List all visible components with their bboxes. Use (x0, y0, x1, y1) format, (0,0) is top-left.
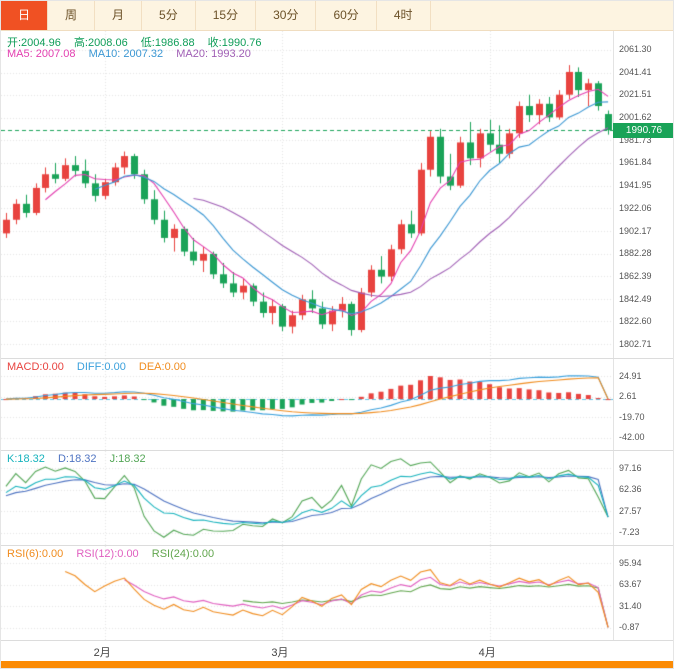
rsi-readout: RSI(6):0.00 RSI(12):0.00 RSI(24):0.00 (7, 548, 224, 560)
ma5-value: MA5: 2007.08 (7, 48, 76, 60)
kdj-axis-label: 27.57 (619, 505, 642, 516)
time-axis-label: 3月 (271, 647, 289, 659)
rsi-axis: 95.94 63.67 31.40 -0.87 (613, 546, 673, 640)
price-axis-label: 1961.84 (619, 157, 652, 168)
tab-15min[interactable]: 15分 (196, 1, 257, 30)
macd-axis: 24.91 2.61 -19.70 -42.00 (613, 359, 673, 450)
tab-month[interactable]: 月 (95, 1, 143, 30)
price-axis-label: 1882.28 (619, 248, 652, 259)
rsi-panel: RSI(6):0.00 RSI(12):0.00 RSI(24):0.00 95… (1, 546, 673, 641)
price-axis-label: 1862.39 (619, 270, 652, 281)
j-value: J:18.32 (109, 453, 146, 465)
rsi-axis-label: -0.87 (619, 621, 640, 632)
timeframe-tabbar: 日 周 月 5分 15分 30分 60分 4时 (1, 1, 674, 31)
open-value: 开:2004.96 (7, 37, 61, 49)
macd-axis-label: -19.70 (619, 411, 645, 422)
kdj-axis: 97.16 62.36 27.57 -7.23 (613, 451, 673, 545)
ma10-value: MA10: 2007.32 (88, 48, 164, 60)
macd-readout: MACD:0.00 DIFF:0.00 DEA:0.00 (7, 361, 196, 373)
price-axis-label: 2061.30 (619, 44, 652, 54)
dea-value: DEA:0.00 (138, 361, 186, 373)
time-axis-label: 2月 (93, 647, 111, 659)
price-axis-label: 2021.51 (619, 89, 652, 100)
candlestick-chart[interactable] (1, 31, 613, 358)
ma-readout: MA5: 2007.08 MA10: 2007.32 MA20: 1993.20 (7, 48, 261, 60)
bottom-scrollbar[interactable] (1, 661, 673, 668)
price-axis-label: 1922.06 (619, 202, 652, 213)
k-value: K:18.32 (7, 453, 45, 465)
macd-panel: MACD:0.00 DIFF:0.00 DEA:0.00 24.91 2.61 … (1, 359, 673, 451)
macd-axis-label: -42.00 (619, 431, 645, 442)
rsi12-value: RSI(12):0.00 (76, 548, 139, 560)
tabbar-filler (431, 1, 674, 30)
macd-chart[interactable] (1, 359, 613, 450)
price-axis-label: 1802.71 (619, 338, 652, 349)
price-axis: 2061.30 2041.41 2021.51 2001.62 1981.73 … (613, 31, 673, 358)
price-axis-label: 1842.49 (619, 293, 652, 304)
close-value: 收:1990.76 (207, 37, 262, 49)
price-axis-label: 1822.60 (619, 316, 652, 327)
kdj-readout: K:18.32 D:18.32 J:18.32 (7, 453, 156, 465)
tab-60min[interactable]: 60分 (316, 1, 377, 30)
kdj-axis-label: 97.16 (619, 463, 642, 473)
kdj-chart[interactable] (1, 451, 613, 545)
tab-5min[interactable]: 5分 (142, 1, 196, 30)
diff-value: DIFF:0.00 (76, 361, 126, 373)
price-axis-label: 2041.41 (619, 66, 652, 77)
time-axis: 2月 3月 4月 (1, 641, 673, 661)
tab-week[interactable]: 周 (48, 1, 96, 30)
main-chart-panel: 开:2004.96 高:2008.06 低:1986.88 收:1990.76 … (1, 31, 673, 359)
rsi-axis-label: 63.67 (619, 579, 642, 590)
d-value: D:18.32 (57, 453, 97, 465)
tab-day[interactable]: 日 (1, 1, 49, 30)
macd-axis-label: 2.61 (619, 391, 637, 402)
high-value: 高:2008.06 (73, 37, 128, 49)
tab-4hour[interactable]: 4时 (377, 1, 431, 30)
time-axis-label: 4月 (478, 647, 496, 659)
price-axis-label: 1941.95 (619, 180, 652, 191)
price-axis-label: 1981.73 (619, 134, 652, 145)
low-value: 低:1986.88 (140, 37, 195, 49)
price-axis-label: 2001.62 (619, 112, 652, 123)
rsi6-value: RSI(6):0.00 (7, 548, 64, 560)
ma20-value: MA20: 1993.20 (176, 48, 251, 60)
price-axis-label: 1902.17 (619, 225, 652, 236)
ohlc-readout: 开:2004.96 高:2008.06 低:1986.88 收:1990.76 (7, 34, 272, 50)
kdj-axis-label: -7.23 (619, 526, 640, 537)
macd-axis-label: 24.91 (619, 371, 642, 381)
macd-value: MACD:0.00 (7, 361, 64, 373)
last-price-tag: 1990.76 (613, 123, 673, 138)
rsi-chart[interactable] (1, 546, 613, 640)
tab-30min[interactable]: 30分 (256, 1, 317, 30)
rsi-axis-label: 31.40 (619, 600, 642, 611)
kdj-axis-label: 62.36 (619, 484, 642, 495)
rsi-axis-label: 95.94 (619, 558, 642, 568)
rsi24-value: RSI(24):0.00 (151, 548, 215, 560)
kdj-panel: K:18.32 D:18.32 J:18.32 97.16 62.36 27.5… (1, 451, 673, 546)
